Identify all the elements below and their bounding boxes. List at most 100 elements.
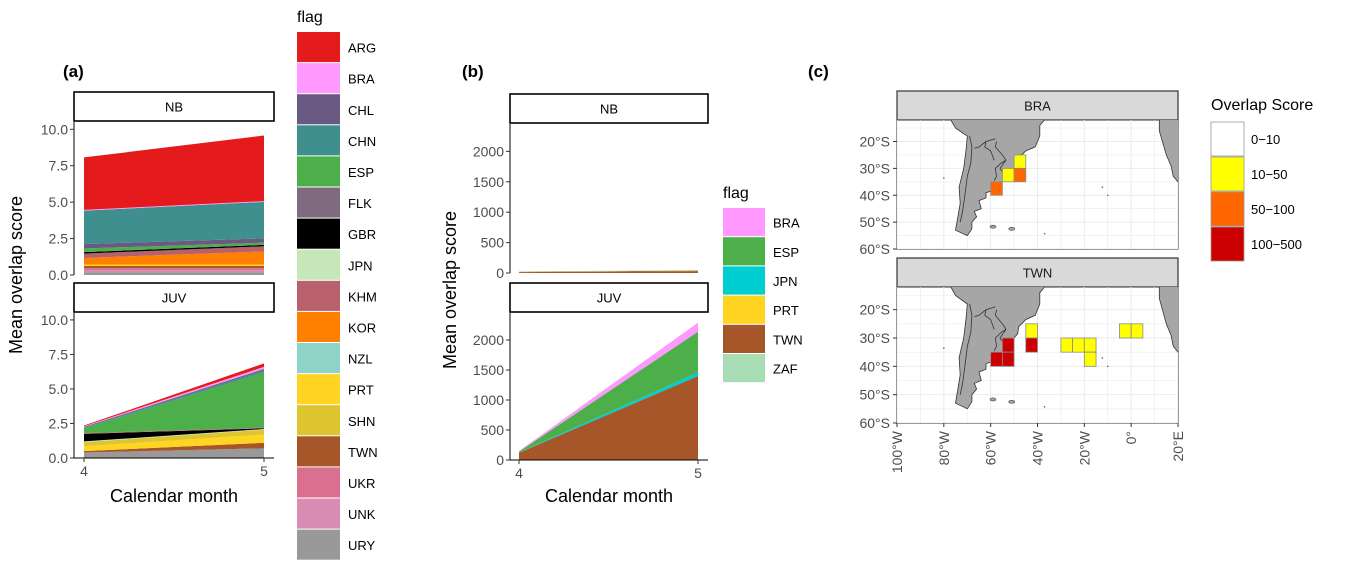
map-content: [897, 120, 1178, 249]
land-south-america: [950, 287, 1046, 410]
area-arg: [84, 135, 264, 210]
y-tick-label: 10.0: [41, 121, 68, 137]
facet-strip-label: JUV: [162, 291, 187, 306]
y-tick-label: 2.5: [49, 231, 69, 247]
facet-strip: [509, 93, 709, 124]
lat-tick-label: 20°S: [859, 134, 890, 150]
y-tick-label: 2.5: [49, 415, 69, 431]
facet-juv: JUV 0.0 2.5 5.0 7.5 10.0: [41, 282, 275, 466]
lat-tick-label: 50°S: [859, 387, 890, 403]
area-twn: [519, 271, 698, 273]
map-facet-bra: BRA 20°S 30°S 40°S 50°S 60°S: [859, 90, 1179, 257]
legend-label: CHL: [348, 103, 374, 118]
overlap-cell: [990, 181, 1003, 196]
legend-label: JPN: [348, 258, 373, 273]
overlap-cell: [1083, 351, 1097, 367]
land-africa: [1158, 120, 1178, 183]
legend-key: [1210, 156, 1245, 192]
y-tick-label: 7.5: [49, 158, 69, 174]
legend-key-khm: [297, 280, 340, 311]
x-tick-label: 4: [515, 465, 523, 481]
lat-tick-label: 60°S: [859, 241, 890, 257]
lon-tick-label: 40°W: [1030, 430, 1046, 465]
area-bra: [519, 269, 698, 272]
legend-key: [1210, 121, 1245, 157]
island-dot: [1043, 232, 1046, 235]
area-prt: [519, 270, 698, 272]
overlap-cell: [1013, 167, 1027, 183]
island: [1008, 227, 1016, 231]
land-south-america: [950, 120, 1046, 237]
island-dot: [1043, 406, 1046, 408]
island-dot: [1101, 357, 1104, 359]
panel-label: (c): [808, 62, 829, 81]
legend-key-gbr: [297, 218, 340, 249]
legend-key-nzl: [297, 343, 340, 374]
panel-label: (b): [462, 62, 484, 81]
y-tick-label: 2000: [473, 332, 504, 348]
map-content: [897, 287, 1178, 423]
legend-label: ESP: [773, 245, 799, 260]
area-bra: [519, 322, 698, 452]
legend-key-ury: [297, 529, 340, 560]
legend-key-zaf: [723, 354, 765, 383]
y-tick-label: 1500: [473, 174, 504, 190]
y-tick-label: 0: [496, 452, 504, 468]
legend-label: 100−500: [1251, 237, 1302, 252]
y-tick-label: 0: [496, 265, 504, 281]
lon-tick-label: 20°E: [1170, 431, 1186, 462]
legend-label: 10−50: [1251, 167, 1288, 182]
y-tick-label: 5.0: [49, 194, 69, 210]
legend-label: 0−10: [1251, 132, 1280, 147]
lat-tick-label: 60°S: [859, 415, 890, 431]
legend-key-kor: [297, 311, 340, 342]
legend-title: flag: [297, 9, 323, 26]
facet-juv: JUV 0 500 1000 1500 2000: [473, 282, 709, 468]
y-tick-label: 0.0: [49, 267, 69, 283]
area-prt: [84, 434, 264, 452]
country-border: [984, 306, 996, 330]
legend-key-arg: [297, 32, 340, 63]
overlap-cell: [1083, 337, 1097, 353]
legend-label: ARG: [348, 41, 376, 56]
country-border: [974, 141, 987, 149]
legend-key: [1210, 226, 1245, 262]
facet-strip: [73, 282, 275, 313]
overlap-cell: [1072, 337, 1085, 353]
area-gbr: [84, 428, 264, 442]
legend-key-prt: [297, 374, 340, 405]
legend-key-chn: [297, 125, 340, 156]
country-border: [959, 136, 973, 223]
overlap-cell: [1001, 167, 1015, 183]
legend-label: BRA: [773, 216, 800, 231]
facet-nb: NB 0.0 2.5 5.0 7.5 10.0: [41, 91, 275, 283]
legend-key-esp: [723, 237, 765, 266]
area-esp: [84, 372, 264, 434]
facet-strip-label: TWN: [1023, 266, 1053, 281]
area-ury: [84, 448, 264, 458]
y-tick-label: 500: [481, 422, 505, 438]
area-shn: [84, 429, 264, 447]
island-dot: [1106, 194, 1109, 197]
area-ukr: [84, 268, 264, 271]
y-tick-label: 500: [481, 235, 505, 251]
legend-key-flk: [297, 187, 340, 218]
lat-tick-label: 50°S: [859, 214, 890, 230]
area-bra: [84, 366, 264, 427]
lat-tick-label: 30°S: [859, 160, 890, 176]
lon-tick-label: 100°W: [889, 430, 905, 473]
legend-label: TWN: [348, 445, 378, 460]
y-axis-title: Mean overlap score: [440, 211, 460, 369]
area-jpn: [84, 429, 264, 443]
area-bra: [84, 201, 264, 211]
x-tick-label: 5: [694, 465, 702, 481]
facet-strip: [896, 90, 1179, 121]
y-tick-label: 2000: [473, 143, 504, 159]
y-axis-title: Mean overlap score: [6, 196, 26, 354]
lon-tick-label: 20°W: [1076, 430, 1092, 465]
y-tick-label: 1000: [473, 204, 504, 220]
facet-strip-label: NB: [165, 100, 183, 115]
area-esp: [519, 331, 698, 453]
legend-key-shn: [297, 405, 340, 436]
